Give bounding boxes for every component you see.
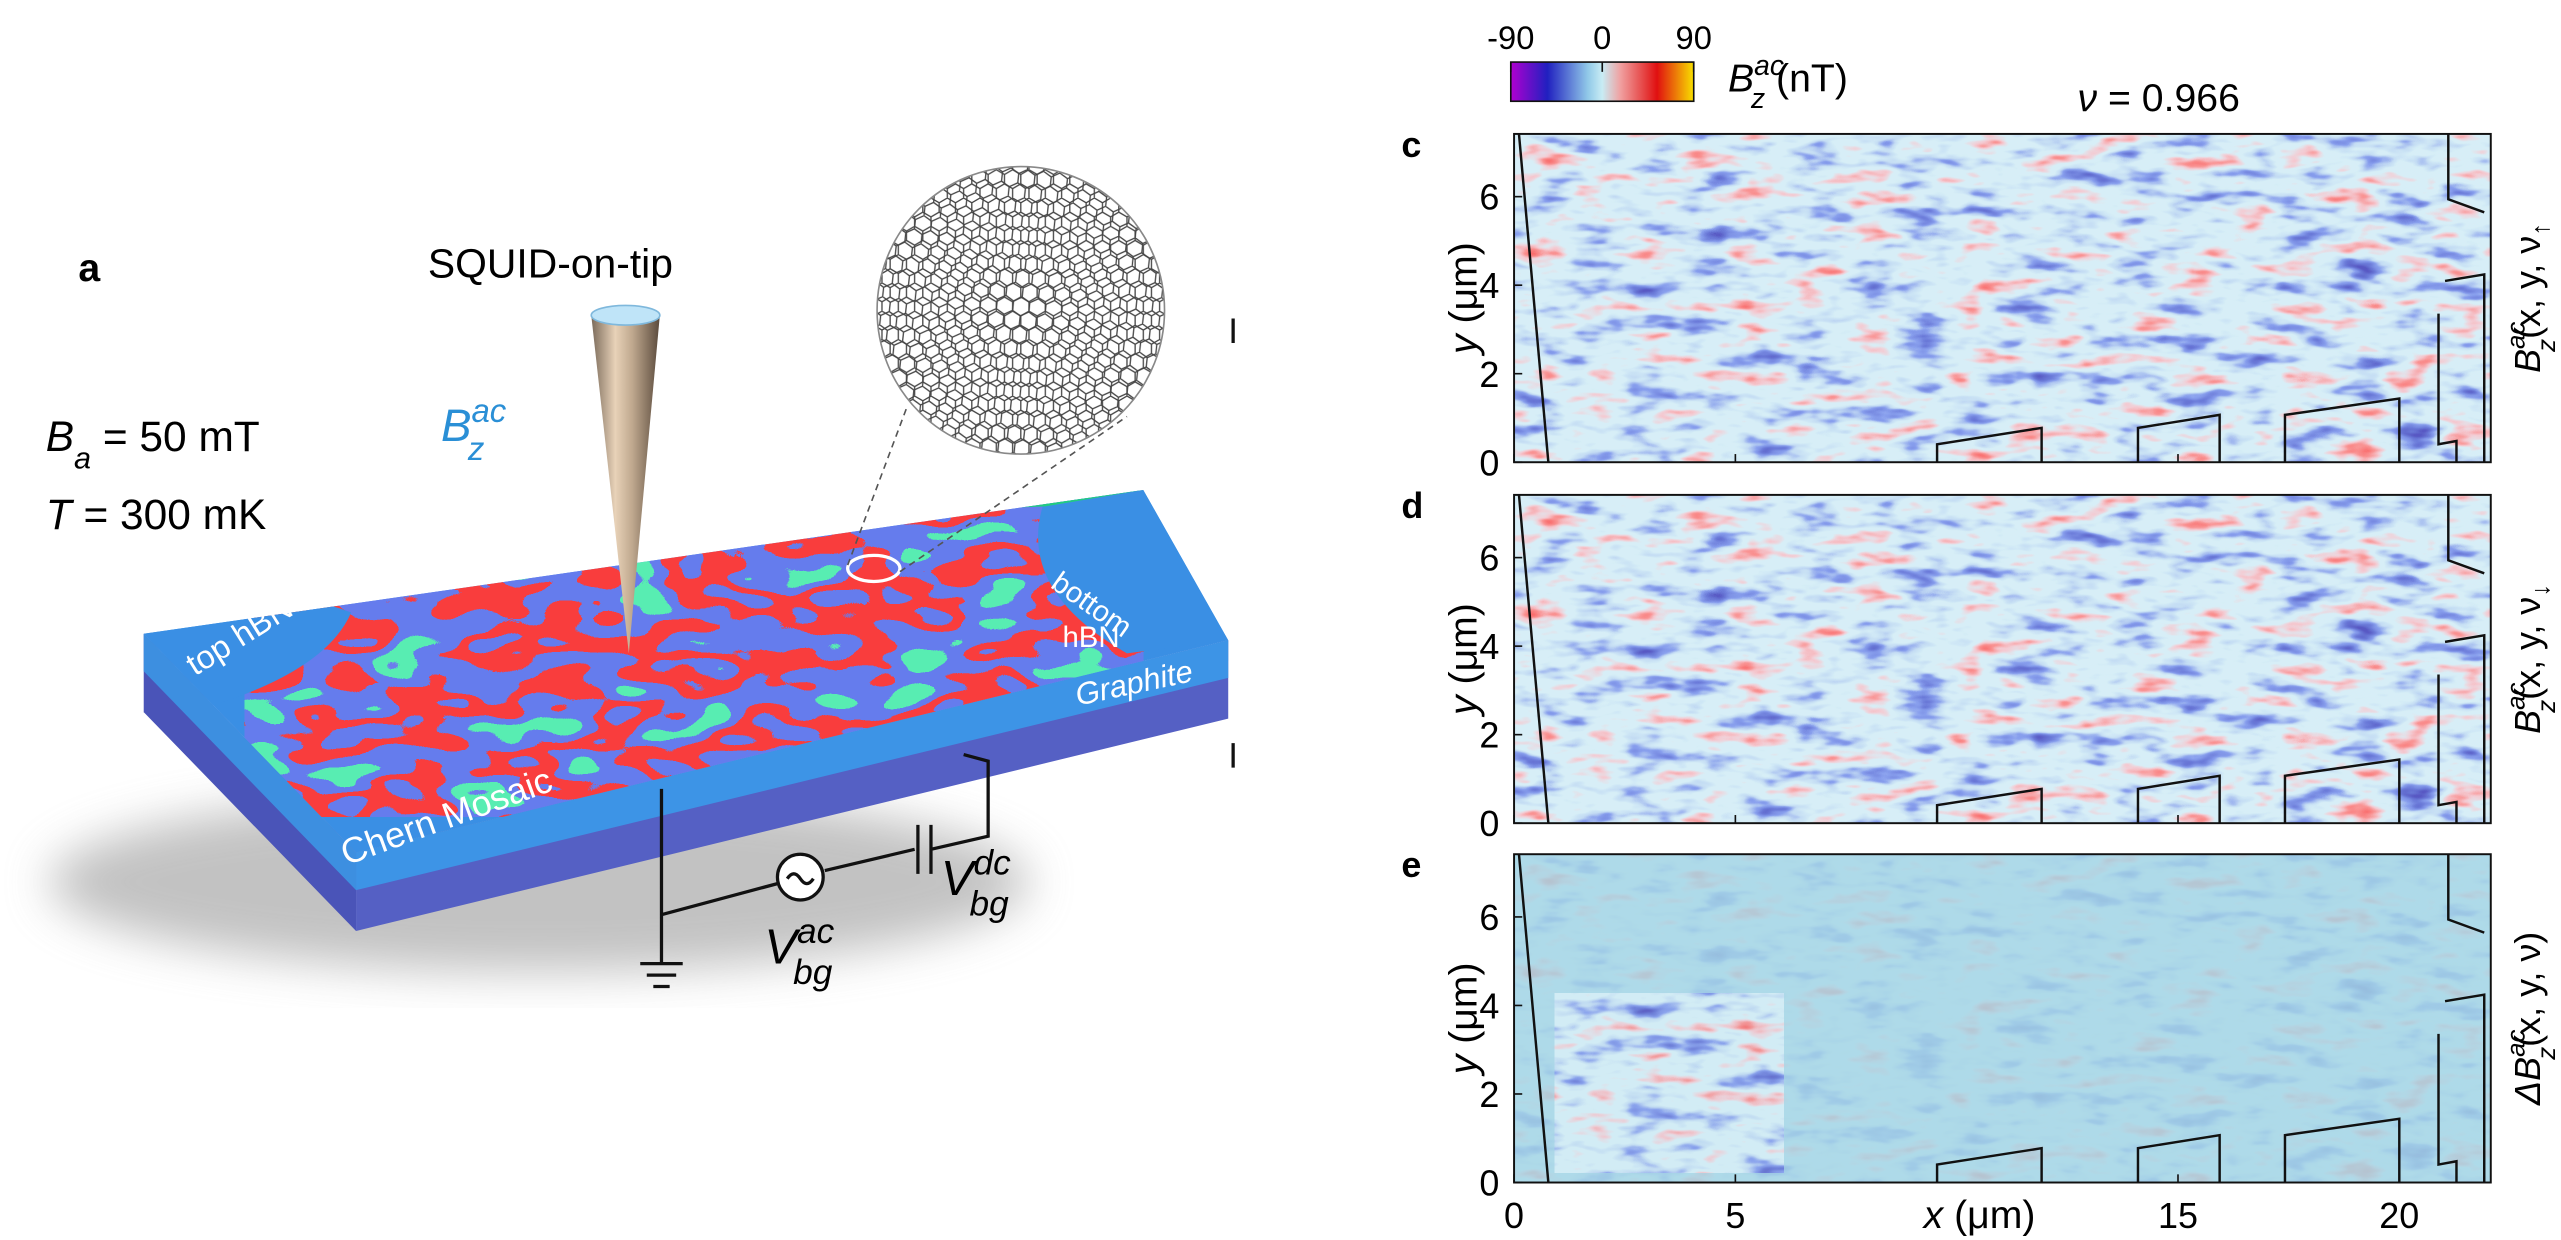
label: Ba = 50 mT (46, 413, 260, 476)
panel-label: a (78, 247, 101, 290)
colorbar-tick-label: -90 (1487, 19, 1534, 56)
panel-label: d (1401, 485, 1423, 526)
tip-label: SQUID-on-tip (428, 241, 673, 287)
map-panel (1514, 134, 2491, 462)
y-tick-label: 0 (1479, 1163, 1499, 1204)
x-tick-label: 20 (2379, 1195, 2419, 1236)
label: ν = 0.966 (2078, 77, 2240, 120)
subscript: z (2533, 339, 2561, 353)
colorbar-tick-label: 90 (1676, 19, 1712, 56)
y-tick-label: 2 (1479, 1074, 1499, 1115)
subscript: z (2533, 700, 2561, 714)
label: y (μm) (1442, 242, 1485, 357)
label: y (μm) (1442, 962, 1485, 1077)
y-tick-label: 0 (1479, 442, 1499, 483)
x-tick-label: 15 (2158, 1195, 2198, 1236)
label: Bacz (441, 392, 507, 467)
label: y (μm) (1442, 603, 1485, 718)
map-panel (1514, 495, 2491, 823)
symbol: y (1442, 693, 1485, 718)
symbol: y (1442, 1052, 1485, 1077)
x-tick-label: 5 (1725, 1195, 1745, 1236)
subscript: z (467, 430, 484, 467)
subscript: bg (970, 885, 1010, 924)
field-map-blob (1555, 993, 1784, 1173)
panel-label: e (1401, 844, 1421, 885)
y-tick-label: 2 (1479, 354, 1499, 395)
symbol: B (46, 413, 74, 460)
colorbar-tick-label: 0 (1593, 19, 1611, 56)
symbol: x (1922, 1194, 1945, 1237)
subscript: bg (793, 953, 833, 992)
figure: aSQUID-on-tipBa = 50 mTT = 300 mKBacztop… (0, 0, 2561, 1240)
subscript: z (2533, 1047, 2561, 1061)
text: (nT) (1765, 57, 1848, 100)
symbol: y (1442, 332, 1485, 357)
label: T = 300 mK (46, 491, 267, 538)
y-tick-label: 0 (1479, 803, 1499, 844)
field-map (1514, 134, 2491, 462)
superscript: dc (973, 843, 1011, 882)
symbol: ν (2078, 77, 2098, 120)
text: (x, y, ν) (2507, 932, 2548, 1047)
text: = 0.966 (2097, 77, 2240, 120)
text: (μm) (1442, 962, 1485, 1054)
layer-label: hBN (1062, 621, 1119, 654)
text: (x, y, ν (2507, 597, 2548, 700)
text: (μm) (1442, 603, 1485, 695)
y-tick-label: 2 (1479, 715, 1499, 756)
symbol: B (2507, 349, 2548, 373)
symbol: B (2507, 710, 2548, 734)
text: = 300 mK (72, 491, 267, 538)
text: (μm) (1442, 242, 1485, 334)
label: x (μm) (1922, 1194, 2036, 1237)
text: = 50 mT (91, 413, 260, 460)
text: (μm) (1943, 1194, 2035, 1237)
symbol: T (46, 491, 75, 538)
superscript: ac (471, 392, 506, 429)
subscript: a (74, 442, 91, 476)
y-tick-label: 6 (1479, 177, 1499, 218)
field-map (1514, 495, 2491, 823)
subscript: z (1750, 82, 1765, 114)
x-tick-label: 0 (1504, 1195, 1524, 1236)
symbol: B (2507, 1057, 2548, 1081)
panel-label: c (1401, 124, 1421, 165)
arrow: ↑ (2527, 223, 2555, 236)
y-tick-label: 6 (1479, 897, 1499, 938)
arrow: ↓ (2527, 584, 2555, 597)
prefix: Δ (2507, 1081, 2548, 1106)
superscript: ac (797, 912, 835, 951)
text: (x, y, ν (2507, 236, 2548, 339)
y-tick-label: 6 (1479, 538, 1499, 579)
tip-top (591, 305, 660, 325)
map-panel (1514, 854, 2491, 1182)
